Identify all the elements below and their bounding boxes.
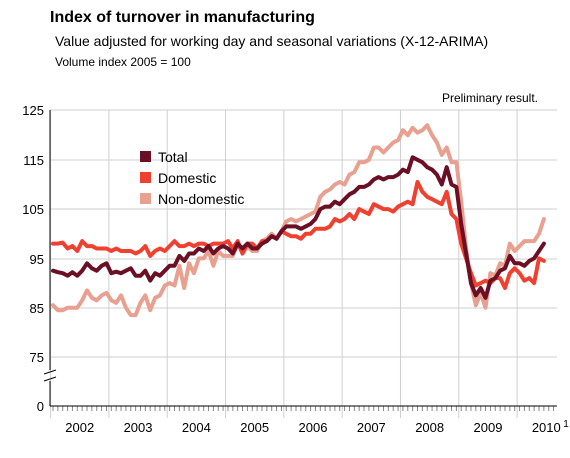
legend-label: Non-domestic [158, 191, 244, 207]
x-tick-label: 2005 [240, 420, 269, 435]
preliminary-annotation: Preliminary result. [442, 91, 538, 105]
x-tick-label: 2003 [124, 420, 153, 435]
axes: 0 75 85 95 105 115 125 2002 2003 2004 2005 2006 2007… [22, 103, 569, 435]
axis-break-icon [44, 370, 56, 381]
x-tick-label: 2008 [415, 420, 444, 435]
y-tick-label: 105 [22, 202, 44, 217]
y-tick-label: 115 [23, 153, 44, 168]
y-tick-label: 125 [22, 103, 44, 118]
y-tick-label: 85 [30, 301, 44, 316]
footnote-mark: 1 [563, 419, 569, 430]
series-lines [53, 125, 544, 315]
x-tick-label: 2010 [532, 420, 561, 435]
x-tick-label: 2007 [357, 420, 386, 435]
series-line-total [53, 157, 544, 297]
x-tick-label: 2006 [299, 420, 328, 435]
legend-swatch [140, 193, 151, 204]
x-tick-label: 2002 [65, 420, 94, 435]
x-tick-label: 2004 [182, 420, 211, 435]
y-tick-label: 95 [30, 252, 44, 267]
x-tick-label: 2009 [474, 420, 503, 435]
grid-lines [50, 110, 570, 418]
legend-label: Domestic [158, 170, 216, 186]
y-tick-label: 0 [37, 399, 44, 414]
y-tick-label: 75 [30, 350, 44, 365]
legend-swatch [140, 151, 151, 162]
legend: Total Domestic Non-domestic [140, 149, 244, 207]
legend-label: Total [158, 149, 188, 165]
legend-swatch [140, 172, 151, 183]
